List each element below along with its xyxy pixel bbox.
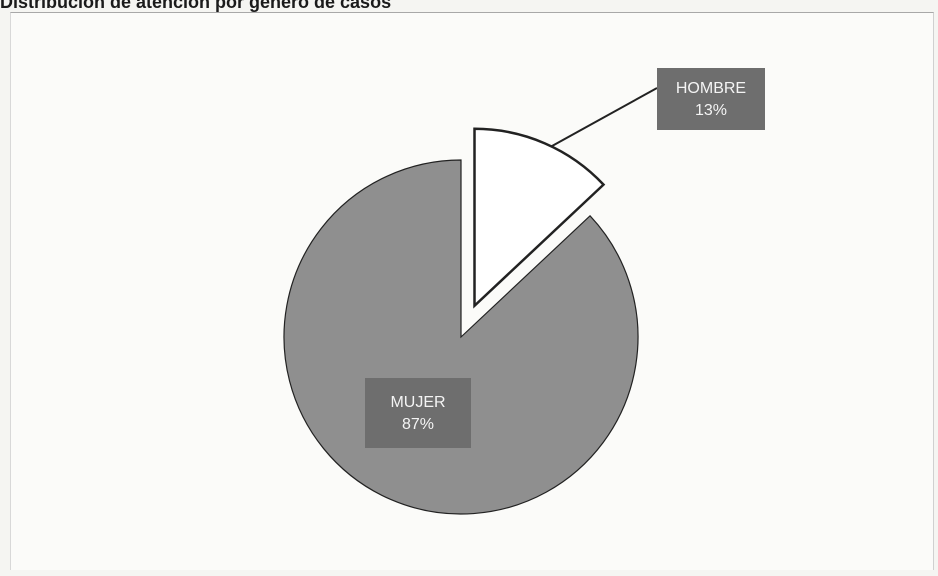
data-label-category-hombre: HOMBRE: [676, 80, 746, 97]
leader-line-hombre: [550, 87, 658, 148]
pie-slices: [283, 127, 639, 515]
data-label-category-mujer: MUJER: [390, 394, 445, 411]
pie-slice-hombre: [473, 127, 606, 309]
data-label-percent-hombre: 13%: [695, 102, 727, 119]
pie-slice-mujer: [283, 159, 639, 515]
data-labels: HOMBRE 13% MUJER 87%: [365, 68, 765, 448]
data-label-percent-mujer: 87%: [402, 416, 434, 433]
chart-title: Distribución de atención por género de c…: [0, 0, 392, 12]
label-box-hombre: [657, 68, 765, 130]
leader-lines: [550, 87, 658, 148]
label-box-mujer: [365, 378, 471, 448]
